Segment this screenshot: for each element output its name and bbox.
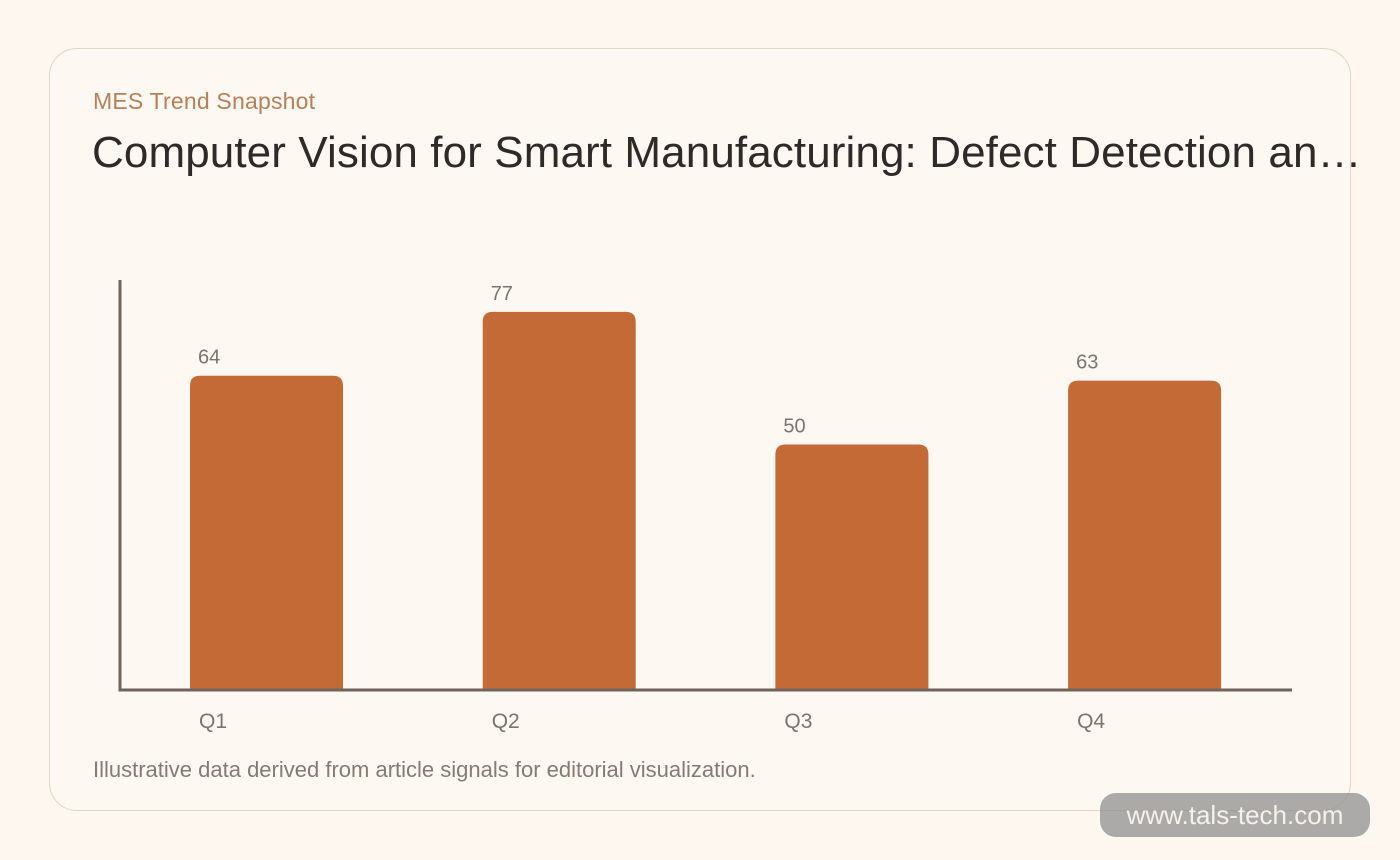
- bar-q1: [190, 375, 343, 690]
- bar-q3: [775, 444, 929, 690]
- value-label-q3: 50: [783, 415, 805, 437]
- bars-layer: [190, 311, 1222, 690]
- eyebrow-label: MES Trend Snapshot: [93, 88, 316, 114]
- value-label-q1: 64: [198, 347, 220, 369]
- category-label-q1: Q1: [199, 710, 227, 733]
- labels-layer: 64 Q1 77 Q2 50 Q3 63 Q4: [198, 283, 1105, 733]
- chart-axes: [118, 280, 1292, 692]
- bar-q4: [1068, 380, 1222, 690]
- value-label-q4: 63: [1076, 352, 1098, 374]
- category-label-q2: Q2: [492, 710, 520, 733]
- bar-q2: [482, 311, 636, 690]
- value-label-q2: 77: [491, 283, 513, 305]
- site-watermark: www.tals-tech.com: [1100, 793, 1370, 837]
- category-label-q4: Q4: [1077, 710, 1105, 733]
- category-label-q3: Q3: [784, 710, 812, 733]
- chart-footnote: Illustrative data derived from article s…: [93, 757, 756, 782]
